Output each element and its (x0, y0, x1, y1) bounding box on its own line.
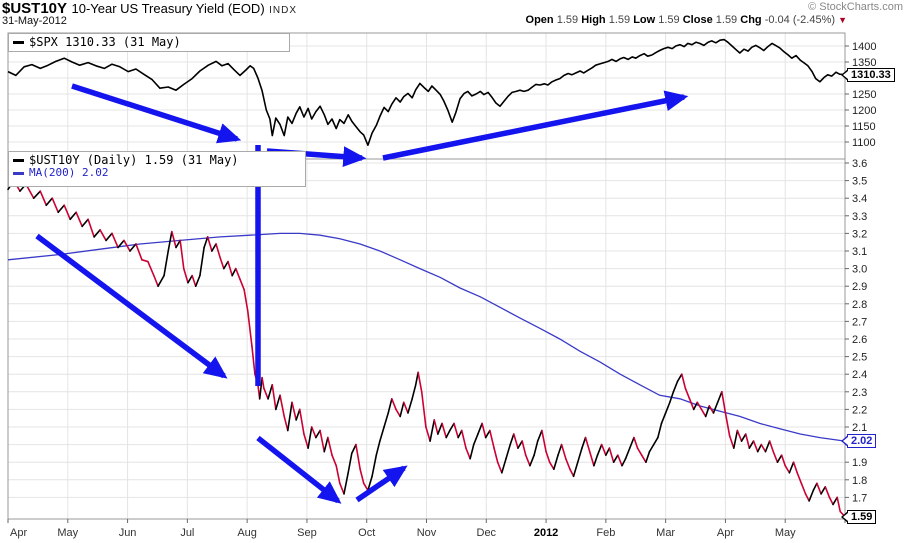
trend-arrow (382, 90, 689, 161)
spx-last-price-value: 1310.33 (851, 68, 891, 81)
ma200-line-swatch (13, 171, 24, 175)
x-axis-label: 2012 (534, 527, 558, 539)
x-axis-labels: Apr May Jun Jul Aug Sep Oct Nov Dec 2012 Feb Mar Apr… (7, 519, 846, 539)
open-label: Open (525, 14, 554, 26)
trend-arrow (35, 233, 228, 379)
y-axis-label: 2.8 (852, 299, 867, 311)
y-axis-label: 3.6 (852, 158, 867, 170)
ma200-last-value-tag: 2.02 (840, 434, 877, 449)
chg-label: Chg (740, 14, 762, 26)
x-axis-label: Apr (10, 527, 27, 539)
y-axis-label: 1.8 (852, 475, 867, 487)
y-axis-label: 1.9 (852, 457, 867, 469)
chart-header: $UST10Y 10-Year US Treasury Yield (EOD) … (2, 0, 297, 18)
low-label: Low (633, 14, 656, 26)
ust10y-last-price-value: 1.59 (851, 510, 873, 523)
ma200-last-value: 2.02 (851, 435, 873, 448)
y-axis-label: 3.5 (852, 176, 867, 188)
trend-arrow (355, 465, 408, 503)
x-axis-label: Aug (237, 527, 257, 539)
y-axis-label: 3.3 (852, 211, 867, 223)
y-axis-label: 2.1 (852, 422, 867, 434)
spx-legend-label: $SPX 1310.33 (31 May) (29, 35, 181, 49)
spx-legend: $SPX 1310.33 (31 May) (8, 33, 290, 52)
x-axis-label: Oct (358, 527, 375, 539)
chart-date: 31-May-2012 (2, 15, 67, 27)
close-label: Close (682, 14, 713, 26)
open-value: 1.59 (556, 14, 579, 26)
ust10y-legend-label: $UST10Y (Daily) 1.59 (31 May) (29, 153, 239, 167)
low-value: 1.59 (658, 14, 680, 26)
x-axis-label: May (57, 527, 78, 539)
y-axis-label: 3.1 (852, 246, 867, 258)
trend-arrow (256, 435, 342, 504)
x-axis-label: Feb (596, 527, 615, 539)
ohlc-quote-row: Open 1.59 High 1.59 Low 1.59 Close 1.59 … (526, 14, 847, 26)
y-axis-label: 2.6 (852, 334, 867, 346)
x-axis-label: Apr (717, 527, 734, 539)
y-axis-label: 1350 (852, 57, 876, 69)
x-axis-label: May (775, 527, 796, 539)
y-axis-label: 1250 (852, 89, 876, 101)
y-axis-label: 1400 (852, 41, 876, 53)
y-axis-label: 2.3 (852, 387, 867, 399)
copyright-label: © StockCharts.com (808, 1, 903, 13)
ust10y-line-swatch (13, 159, 24, 162)
change-down-triangle-icon: ▼ (838, 15, 847, 25)
high-label: High (581, 14, 606, 26)
y-axis-label: 2.9 (852, 281, 867, 293)
ma200-line (7, 232, 846, 442)
x-axis-label: Nov (417, 527, 437, 539)
y-axis-label: 2.2 (852, 404, 867, 416)
y-axis-label: 2.7 (852, 316, 867, 328)
y-axis-label: 2.4 (852, 369, 867, 381)
y-axis-labels: 1400 1350 1250 1200 1150 1100 3.6 3.5 3.4 3.3 3.2 3… (845, 41, 876, 504)
x-axis-label: Mar (656, 527, 675, 539)
symbol-label: $UST10Y (2, 0, 68, 17)
chg-value: -0.04 (-2.45%) (764, 14, 836, 26)
ma200-legend-label: MA(200) 2.02 (29, 166, 109, 179)
y-axis-label: 3.4 (852, 193, 867, 205)
security-name: 10-Year US Treasury Yield (EOD) (71, 1, 265, 16)
spx-line-swatch (13, 41, 24, 44)
close-value: 1.59 (715, 14, 738, 26)
y-axis-label: 2.5 (852, 352, 867, 364)
x-axis-label: Sep (297, 527, 317, 539)
spx-last-price-tag: 1310.33 (841, 67, 895, 82)
x-axis-label: Jul (180, 527, 194, 539)
grid-lines (8, 33, 845, 519)
y-axis-label: 3.2 (852, 228, 867, 240)
annotation-arrows (35, 83, 689, 504)
trend-arrow (71, 83, 242, 144)
ma200-legend-row: MA(200) 2.02 (13, 166, 301, 179)
y-axis-label: 3.0 (852, 264, 867, 276)
ust10y-legend: $UST10Y (Daily) 1.59 (31 May) MA(200) 2.… (8, 151, 306, 187)
high-value: 1.59 (608, 14, 631, 26)
x-axis-label: Dec (477, 527, 497, 539)
y-axis-label: 1150 (852, 121, 876, 133)
spx-series-line (7, 38, 846, 146)
y-axis-label: 1.7 (852, 492, 867, 504)
y-axis-label: 1200 (852, 105, 876, 117)
x-axis-label: Jun (119, 527, 137, 539)
ust10y-last-price-tag: 1.59 (840, 509, 877, 524)
ust10y-series-line (7, 179, 846, 518)
exchange-label: INDX (269, 5, 298, 16)
y-axis-label: 1100 (852, 137, 876, 149)
